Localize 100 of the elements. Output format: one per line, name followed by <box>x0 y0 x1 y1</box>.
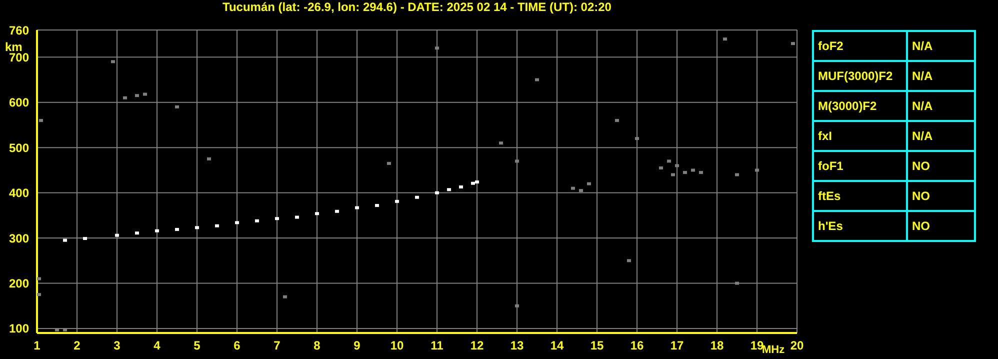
text: M(3000)F2 <box>813 91 907 121</box>
point <box>515 304 519 308</box>
text: NO <box>907 211 975 241</box>
x-axis-title: MHz <box>762 344 785 356</box>
point <box>111 60 115 64</box>
point <box>459 185 463 188</box>
point <box>395 200 399 203</box>
point <box>83 236 87 240</box>
point <box>671 173 675 176</box>
point <box>283 295 287 298</box>
text: N/A <box>907 121 975 151</box>
y-tick-label: 100 <box>8 322 30 336</box>
x-tick-label: 17 <box>670 338 684 353</box>
x-tick-label: 15 <box>590 338 604 353</box>
point <box>155 229 159 232</box>
point <box>135 94 139 98</box>
point <box>255 219 259 222</box>
point <box>723 38 727 41</box>
point <box>207 157 211 160</box>
text: MUF(3000)F2 <box>813 61 907 91</box>
point <box>335 210 339 213</box>
x-tick-label: 1 <box>34 338 41 353</box>
point <box>435 46 439 50</box>
y-tick-label: 300 <box>8 231 30 246</box>
point <box>471 182 475 185</box>
x-tick-label: 5 <box>194 338 201 353</box>
point <box>39 118 43 122</box>
point <box>37 293 41 296</box>
text: N/A <box>907 61 975 91</box>
y-tick-label: 600 <box>8 96 30 110</box>
point <box>275 217 279 220</box>
point <box>315 212 319 216</box>
point <box>667 160 671 163</box>
point <box>175 228 179 231</box>
x-tick-label: 9 <box>354 338 361 353</box>
x-tick-label: 11 <box>430 338 444 353</box>
point <box>295 216 299 219</box>
point <box>415 196 419 199</box>
x-tick-label: 19 <box>750 338 764 353</box>
text: foF2 <box>813 31 907 61</box>
point <box>627 259 631 262</box>
y-tick-label: 400 <box>8 186 30 200</box>
point <box>587 182 591 186</box>
point <box>355 206 359 210</box>
point <box>791 42 795 46</box>
point <box>635 137 639 140</box>
x-tick-label: 18 <box>710 338 724 353</box>
point <box>683 170 687 174</box>
chart-title: Tucumán (lat: -26.9, lon: 294.6) - DATE: 2025 02 14 - TIME (UT): 02:20 <box>222 0 612 14</box>
x-tick-label: 20 <box>790 338 804 353</box>
point <box>499 142 503 145</box>
text: NO <box>907 181 975 211</box>
point <box>659 166 663 170</box>
point <box>615 118 619 122</box>
x-tick-label: 13 <box>510 338 524 353</box>
point <box>37 277 41 280</box>
text: ftEs <box>813 181 907 211</box>
point <box>195 226 199 230</box>
x-tick-label: 14 <box>550 338 564 353</box>
point <box>175 105 179 108</box>
point <box>215 224 219 228</box>
text: h'Es <box>813 211 907 241</box>
point <box>579 189 583 192</box>
x-tick-label: 3 <box>114 338 121 353</box>
x-tick-label: 6 <box>234 338 241 353</box>
point <box>447 188 451 192</box>
text: foF1 <box>813 151 907 181</box>
x-tick-label: 16 <box>630 338 644 353</box>
x-tick-label: 4 <box>154 338 161 353</box>
y-tick-label: 500 <box>8 140 30 155</box>
text: N/A <box>907 31 975 61</box>
point <box>571 186 575 190</box>
y-tick-label: 760 <box>8 23 30 38</box>
x-tick-label: 8 <box>314 338 321 353</box>
x-tick-label: 12 <box>470 338 484 353</box>
text: N/A <box>907 91 975 121</box>
point <box>755 168 759 172</box>
point <box>123 96 127 100</box>
point <box>535 78 539 82</box>
point <box>375 204 379 207</box>
x-tick-label: 7 <box>274 338 281 353</box>
point <box>475 180 479 184</box>
point <box>515 160 519 163</box>
point <box>115 234 119 237</box>
point <box>435 191 439 194</box>
point <box>675 164 679 168</box>
point <box>63 238 67 242</box>
point <box>235 221 239 224</box>
text: NO <box>907 151 975 181</box>
point <box>387 162 391 165</box>
y-tick-label: 200 <box>8 276 30 291</box>
point <box>735 173 739 176</box>
text: fxI <box>813 121 907 151</box>
point <box>735 282 739 285</box>
point <box>135 232 139 235</box>
x-tick-label: 10 <box>390 338 404 353</box>
point <box>691 168 695 172</box>
point <box>699 170 703 174</box>
x-tick-label: 2 <box>74 338 81 353</box>
point <box>143 92 147 96</box>
